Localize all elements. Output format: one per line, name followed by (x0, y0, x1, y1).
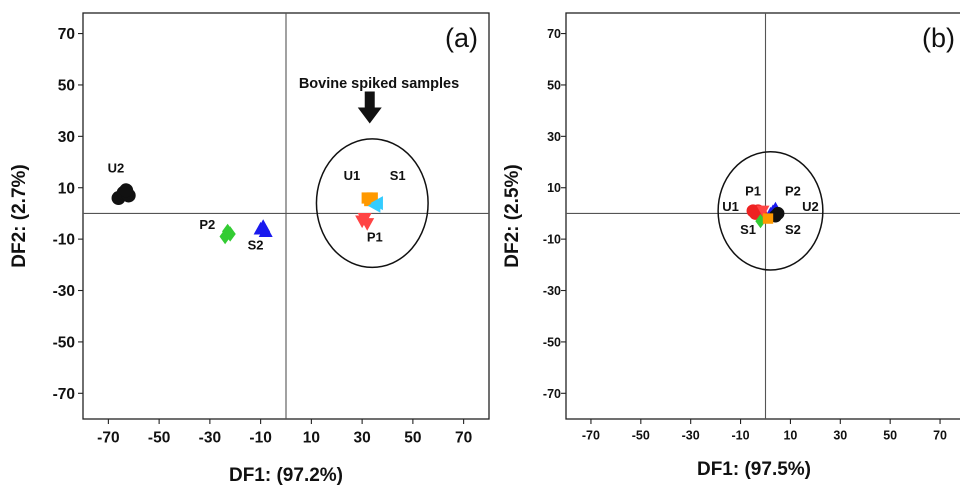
panel-a-series-label-p1: P1 (367, 230, 383, 245)
panel-a-y-tick-label: -70 (53, 386, 75, 403)
panel-b-x-tick-label: 30 (833, 429, 847, 443)
panel-a-point-p1 (357, 212, 372, 226)
panel-b-x-tick-label: -70 (582, 429, 600, 443)
panel-b-y-tick-label: -30 (543, 284, 561, 298)
panel-b-series-label-p2: P2 (785, 183, 801, 198)
panel-b-series-label-p1: P1 (745, 183, 761, 198)
panel-b-y-tick-label: -50 (543, 335, 561, 349)
panel-a-point-s2 (253, 221, 268, 235)
panel-a-x-tick-label: 30 (354, 430, 371, 447)
panel-a-x-tick-label: 50 (404, 430, 421, 447)
panel-a-annotation-text: Bovine spiked samples (299, 76, 459, 92)
panel-a-x-tick-label: 70 (455, 430, 472, 447)
panel-a-series-label-s2: S2 (248, 237, 264, 252)
panel-a-plot: -70 -50 -30 -10 10 30 50 70 -70 -50 -30 -10 10 30 50 70… (9, 12, 490, 486)
panel-b-y-tick-label: 50 (547, 78, 561, 92)
panel-a-y-tick-label: 10 (58, 180, 75, 197)
panel-b-x-axis-label: DF1: (97.5%) (697, 459, 811, 480)
panel-b-plot: -70 -50 -30 -10 10 30 50 70 -70 -50 -30 -10 10 30 50 70… (502, 12, 960, 480)
panel-a-series-label-u2: U2 (108, 160, 125, 175)
panel-b-point-s1 (755, 213, 766, 229)
panel-b-y-tick-label: 30 (547, 130, 561, 144)
panel-b-point-u2 (771, 206, 785, 220)
panel-a-y-tick-label: -10 (53, 232, 75, 249)
panel-b-y-tick-label: 70 (547, 27, 561, 41)
panel-a-x-axis-label: DF1: (97.2%) (229, 465, 343, 486)
panel-a-x-tick-label: -50 (148, 430, 170, 447)
panel-a-point-p2 (224, 226, 236, 242)
panel-b-y-tick-label: -70 (543, 387, 561, 401)
panel-a-y-tick-label: -50 (53, 334, 75, 351)
panel-a-series-label-s1: S1 (390, 168, 406, 183)
panel-b-y-axis-label: DF2: (2.5%) (502, 164, 523, 267)
panel-a-y-tick-label: 30 (58, 129, 75, 146)
panel-a-group-ellipse (315, 138, 429, 269)
panel-b-series-label-u2: U2 (802, 199, 819, 214)
panel-a-point-u2 (119, 183, 134, 198)
panel-a-series-label-u1: U1 (344, 168, 361, 183)
panel-a-point-s1 (370, 196, 383, 211)
panel-b-y-tick-label: 10 (547, 181, 561, 195)
panel-b-series-label-s1: S1 (740, 222, 756, 237)
panel-a-y-tick-label: 70 (58, 26, 75, 43)
panel-b-x-tick-label: 70 (933, 429, 947, 443)
panel-a-x-tick-label: -10 (249, 430, 271, 447)
panel-b-point-s2 (762, 213, 774, 224)
panel-b-x-tick-label: -50 (632, 429, 650, 443)
panel-b-x-tick-label: 50 (883, 429, 897, 443)
panel-a-y-tick-label: -30 (53, 283, 75, 300)
panel-a-x-tick-label: 10 (303, 430, 320, 447)
panel-b-point-p1 (756, 205, 770, 218)
panel-b-group-ellipse (717, 151, 824, 271)
panel-a-x-tick-label: -70 (97, 430, 119, 447)
panel-a-x-tick-label: -30 (199, 430, 221, 447)
panel-b-x-tick-label: -30 (682, 429, 700, 443)
panel-b-x-tick-label: -10 (732, 429, 750, 443)
panel-b-series-label-u1: U1 (722, 199, 739, 214)
panel-a-series-label-p2: P2 (199, 217, 215, 232)
panel-b-panel-label: (b) (922, 23, 955, 53)
panel-b-x-tick-label: 10 (783, 429, 797, 443)
panel-a-y-axis-label: DF2: (2.7%) (9, 164, 30, 267)
panel-b-y-tick-label: -10 (543, 233, 561, 247)
panel-a-annotation-arrow (357, 91, 382, 124)
panel-a-y-tick-label: 50 (58, 78, 75, 95)
panel-a-panel-label: (a) (445, 23, 478, 53)
panel-b-series-label-s2: S2 (785, 222, 801, 237)
